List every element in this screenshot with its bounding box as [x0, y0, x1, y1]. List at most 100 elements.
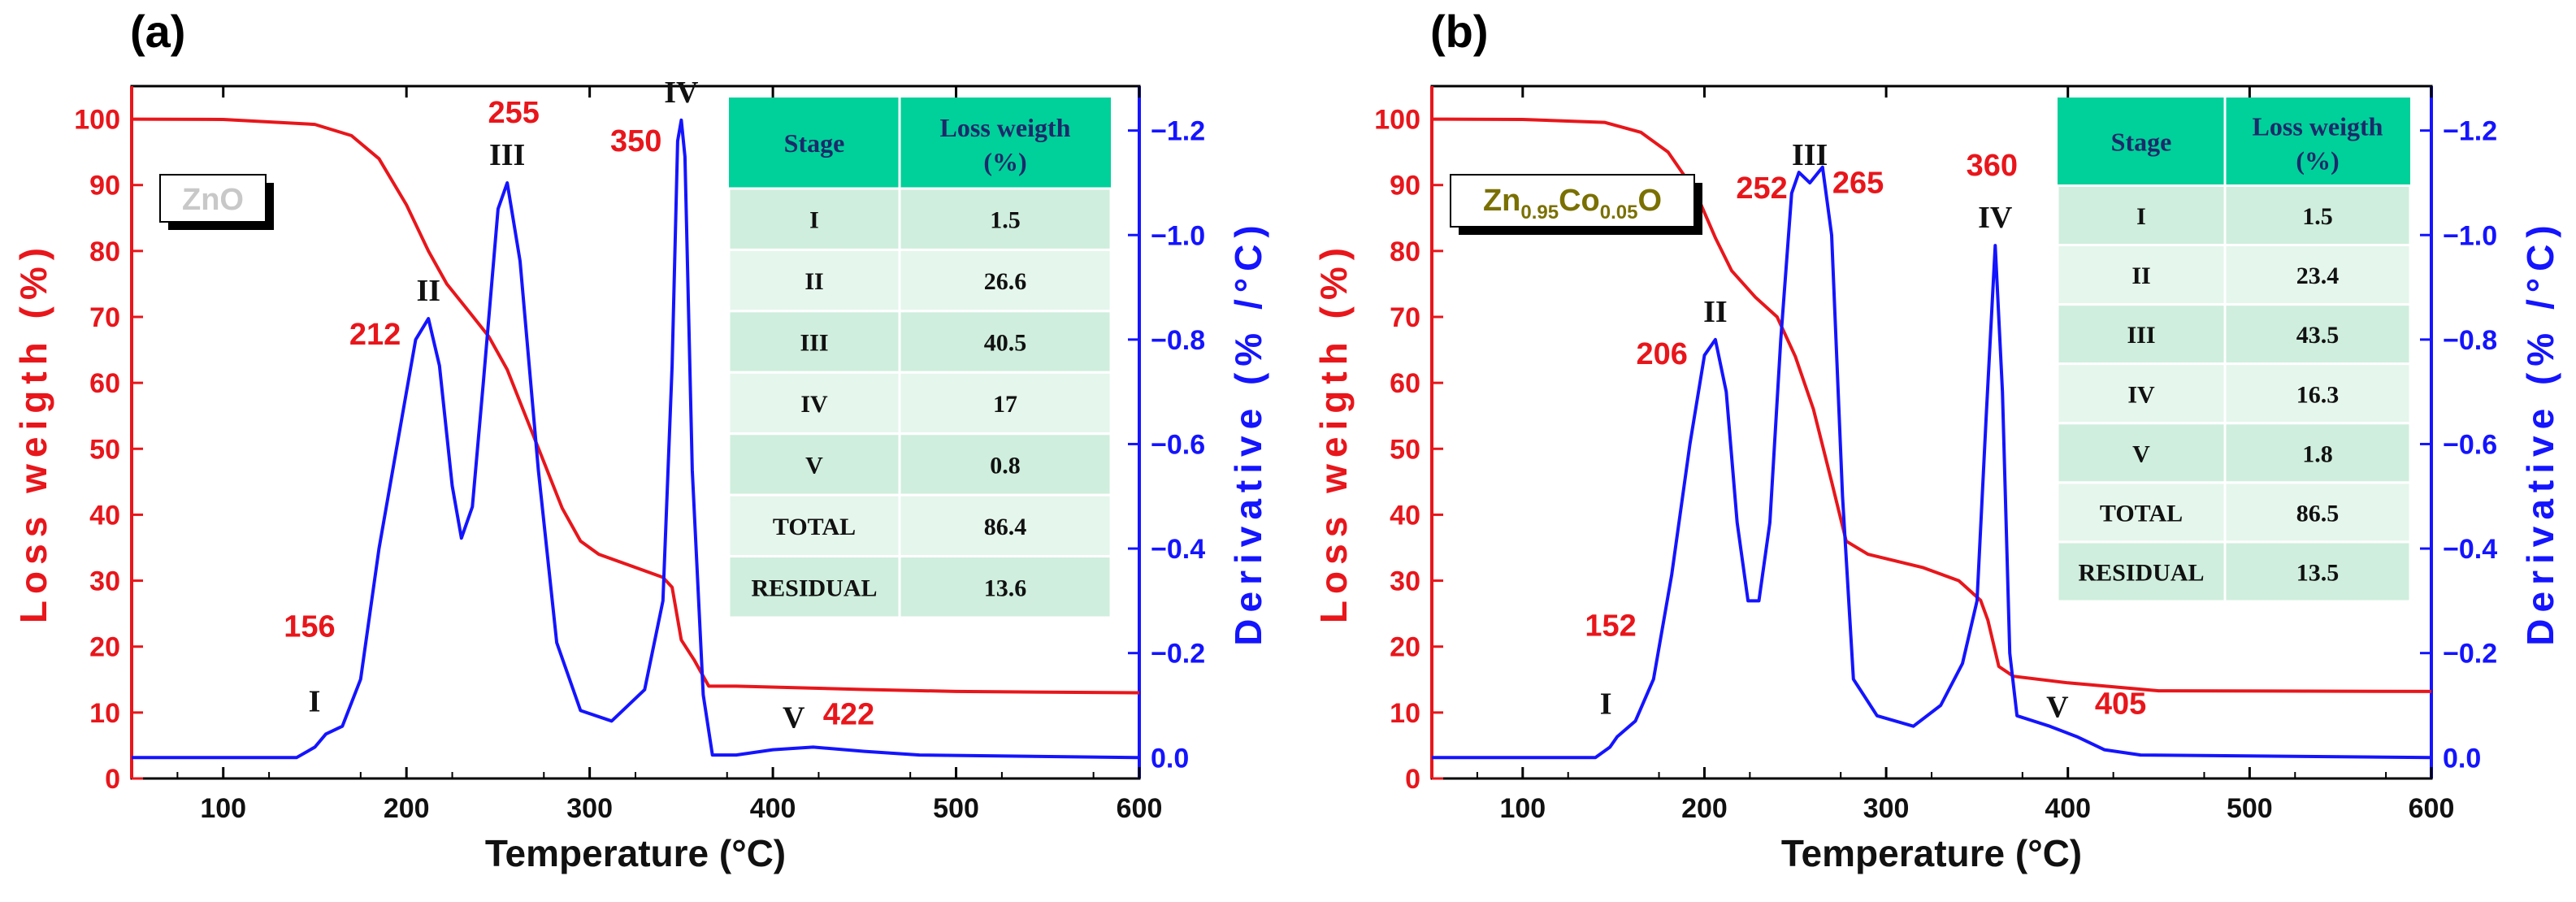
- table-row: [727, 371, 1112, 436]
- element-symbol: O: [1637, 184, 1662, 218]
- y-left-tick-label: 100: [1374, 105, 1420, 136]
- sample-label-box: [159, 174, 267, 223]
- x-tick-label: 600: [1117, 793, 1163, 824]
- peak-temperature-label: 405: [2095, 687, 2146, 722]
- sample-label-text: ZnO: [182, 183, 244, 217]
- table-cell-stage: IV: [800, 391, 828, 418]
- table-header-bg: [2058, 98, 2410, 186]
- y-right-tick-label: −1.2: [2443, 116, 2497, 147]
- peak-temperature-label: 360: [1967, 149, 2018, 183]
- x-tick-label: 500: [2227, 793, 2273, 824]
- peak-temperature-label: 206: [1636, 337, 1687, 371]
- x-tick-label: 400: [2045, 793, 2091, 824]
- table-header-loss: Loss weigth (%): [2253, 111, 2383, 175]
- stage-label: IV: [664, 76, 699, 110]
- sample-label-box: [1450, 174, 1695, 228]
- y-left-tick-label: 0: [1405, 764, 1420, 795]
- y-left-tick-label: 30: [1390, 566, 1420, 597]
- stage-label: V: [2046, 691, 2069, 725]
- peak-temperature-label: 152: [1585, 609, 1636, 644]
- y-left-tick-label: 60: [1390, 368, 1420, 399]
- sample-label-text: Zn0.95Co0.05O: [1483, 184, 1662, 223]
- table-row: [2056, 244, 2412, 306]
- table-row: [2056, 422, 2412, 484]
- stage-label: III: [489, 138, 525, 172]
- table-cell-loss: 1.5: [990, 207, 1021, 234]
- y-left-tick-label: 70: [1390, 302, 1420, 333]
- y-left-tick-label: 20: [89, 632, 120, 663]
- x-tick-label: 400: [750, 793, 796, 824]
- table-row: [2056, 362, 2412, 425]
- stage-label: II: [1703, 295, 1728, 329]
- table-cell-stage: III: [2127, 322, 2155, 349]
- y-right-tick-label: −0.4: [2443, 534, 2497, 565]
- y-right-tick-label: −0.8: [2443, 325, 2497, 356]
- x-tick-label: 200: [1681, 793, 1728, 824]
- table-row: [727, 310, 1112, 374]
- y-right-tick-label: 0.0: [1151, 743, 1189, 774]
- derivative-curve: [132, 118, 1140, 760]
- table-row: [2056, 303, 2412, 366]
- table-row: [727, 555, 1112, 619]
- x-tick-label: 600: [2409, 793, 2455, 824]
- table-cell-stage: RESIDUAL: [751, 575, 877, 601]
- y-left-axis-title: Loss weigth (%): [12, 241, 54, 623]
- table-header-line: Loss weigth: [2253, 111, 2383, 141]
- element-symbol: Zn: [1483, 184, 1520, 218]
- panel-b: (b) 100 200 300 400 500 600 0 10 20 30 40 50 60 70 80 90…: [1312, 6, 2561, 874]
- y-left-tick-label: 80: [89, 236, 120, 267]
- table-header-stage: Stage: [784, 128, 845, 158]
- sample-label: ZnO: [159, 174, 274, 230]
- peak-temperature-label: 252: [1736, 171, 1787, 206]
- y-right-tick-label: −0.8: [1151, 325, 1205, 356]
- y-left-tick-label: 60: [89, 368, 120, 399]
- table-cell-stage: TOTAL: [773, 514, 856, 540]
- panel-letter: (b): [1430, 6, 1489, 57]
- table-cell-stage: IV: [2127, 381, 2155, 408]
- subscript: 0.95: [1520, 202, 1559, 223]
- table-cell-loss: 1.8: [2302, 440, 2333, 467]
- y-right-axis-title: Derivative (% /°C): [2519, 219, 2561, 645]
- loss-weight-curve: [131, 117, 1140, 695]
- table-cell-loss: 23.4: [2296, 262, 2340, 289]
- table-cell-loss: 16.3: [2296, 381, 2340, 408]
- table-cell-loss: 86.4: [984, 514, 1027, 540]
- table-cell-loss: 1.5: [2302, 203, 2333, 230]
- table-cell-loss: 40.5: [984, 330, 1027, 357]
- loss-weight-table: Stage Loss weigth (%) I 1.5 II 26.6 III 40.5 IV 17…: [727, 98, 1112, 619]
- stage-label: II: [416, 274, 440, 308]
- table-cell-stage: II: [2131, 262, 2150, 289]
- table-row: [727, 432, 1112, 497]
- y-left-axis-title: Loss weigth (%): [1312, 241, 1355, 623]
- subscript: 0.05: [1600, 202, 1638, 223]
- peak-temperature-label: 156: [284, 609, 335, 644]
- x-axis-title: Temperature (°C): [1781, 832, 2082, 874]
- stage-label: V: [783, 700, 805, 735]
- table-row: [727, 493, 1112, 558]
- table-cell-stage: V: [805, 452, 823, 479]
- y-right-tick-label: −1.2: [1151, 116, 1205, 147]
- y-left-tick-label: 90: [1390, 171, 1420, 202]
- stage-label: IV: [1978, 201, 2013, 235]
- table-header-stage: Stage: [2111, 127, 2172, 156]
- x-tick-label: 100: [1499, 793, 1546, 824]
- table-header-line: (%): [2296, 145, 2339, 175]
- table-header-bg: [729, 98, 1111, 189]
- y-right-tick-label: −0.6: [2443, 429, 2497, 460]
- table-cell-stage: RESIDUAL: [2078, 559, 2204, 586]
- table-cell-loss: 26.6: [984, 268, 1027, 295]
- y-left-tick-label: 50: [89, 434, 120, 465]
- sample-label: Zn0.95Co0.05O: [1450, 174, 1702, 235]
- y-right-tick-label: −1.0: [1151, 220, 1205, 251]
- x-tick-label: 300: [1863, 793, 1910, 824]
- y-right-tick-label: −1.0: [2443, 220, 2497, 251]
- y-left-tick-label: 30: [89, 566, 120, 597]
- stage-label: III: [1792, 138, 1828, 172]
- table-header-loss: Loss weigth (%): [940, 113, 1071, 176]
- y-left-tick-label: 90: [89, 171, 120, 202]
- element-symbol: Co: [1559, 184, 1600, 218]
- x-tick-label: 300: [566, 793, 613, 824]
- peak-temperature-label: 212: [349, 318, 401, 352]
- panel-a: (a) 100 200 300 400 500 600 0 10 20 30 40 50 60 70 80 90…: [12, 6, 1269, 874]
